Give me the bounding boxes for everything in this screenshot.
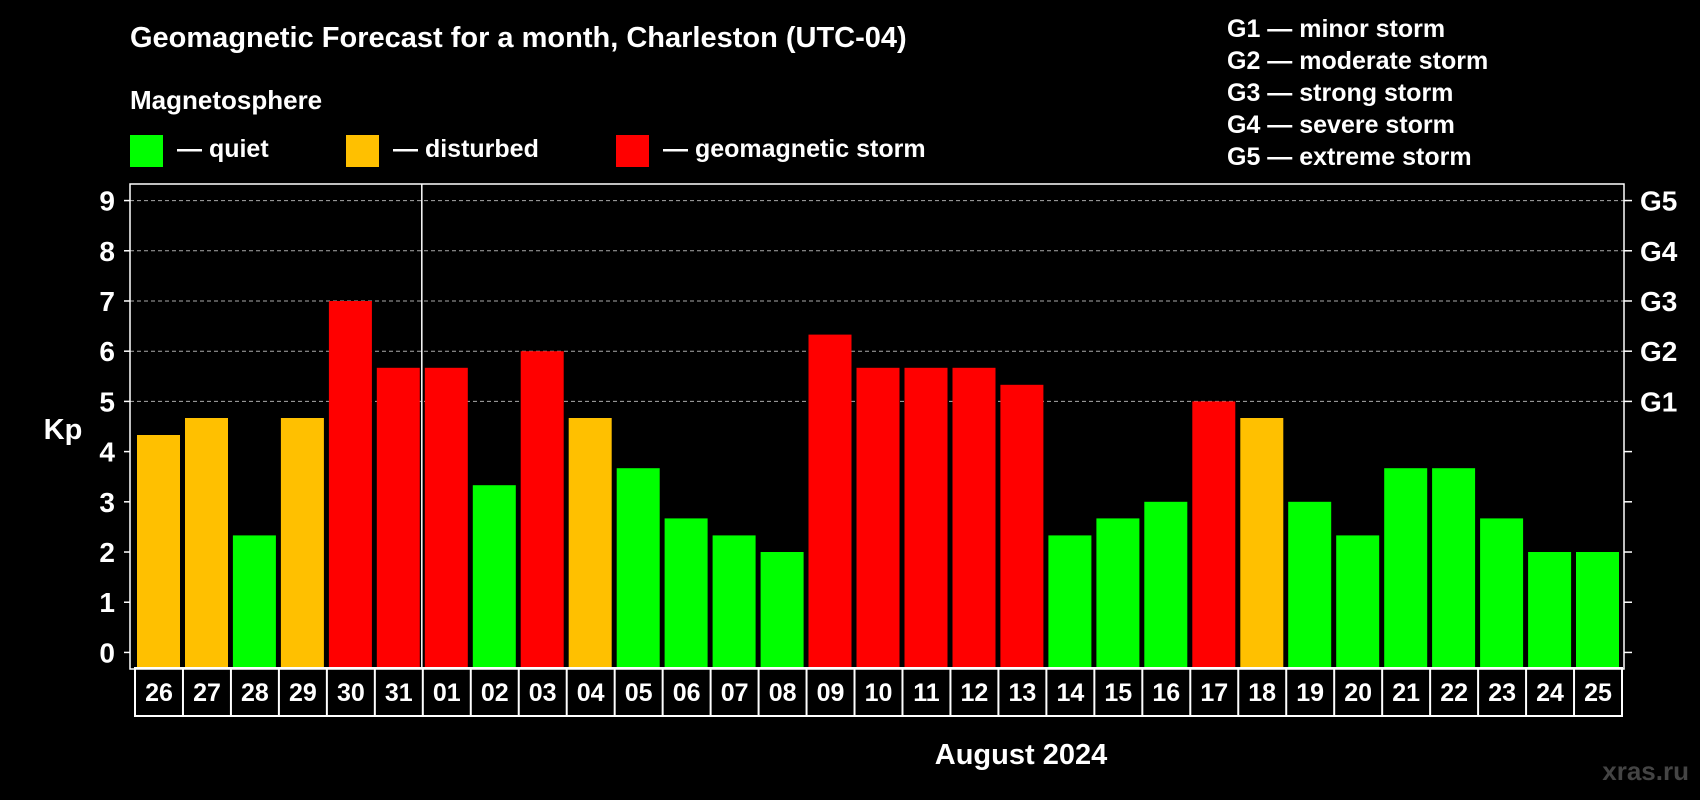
bar-16	[904, 367, 948, 669]
bar-18	[1000, 384, 1044, 669]
x-tick-label-7: 02	[481, 679, 509, 707]
x-tick-label-15: 10	[865, 679, 893, 707]
y-tick-label-7: 7	[99, 286, 115, 317]
bar-12	[712, 535, 756, 669]
right-axis-label-g5: G5	[1640, 186, 1677, 217]
bar-8	[520, 351, 564, 669]
legend-label-storm: — geomagnetic storm	[663, 135, 926, 163]
right-axis-label-g3: G3	[1640, 286, 1677, 317]
x-tick-label-16: 11	[913, 679, 940, 707]
x-tick-label-19: 14	[1056, 679, 1084, 707]
x-tick-label-2: 28	[241, 679, 269, 707]
x-tick-label-30: 25	[1584, 679, 1612, 707]
x-tick-label-10: 05	[625, 679, 653, 707]
bar-19	[1048, 535, 1092, 669]
legend-label-quiet: — quiet	[177, 135, 269, 163]
legend-label-disturbed: — disturbed	[393, 135, 539, 163]
y-tick-label-2: 2	[99, 537, 115, 568]
bar-9	[568, 418, 612, 669]
y-tick-label-9: 9	[99, 186, 115, 217]
right-axis-label-g2: G2	[1640, 336, 1677, 367]
x-tick-label-28: 23	[1488, 679, 1516, 707]
bar-25	[1336, 535, 1380, 669]
x-tick-label-0: 26	[145, 679, 173, 707]
y-axis-label: Kp	[44, 414, 83, 446]
chart-title: Geomagnetic Forecast for a month, Charle…	[130, 22, 907, 54]
x-tick-label-24: 19	[1296, 679, 1324, 707]
bar-24	[1288, 501, 1332, 669]
y-tick-label-0: 0	[99, 637, 115, 668]
y-tick-label-3: 3	[99, 487, 115, 518]
right-axis-label-g4: G4	[1640, 236, 1678, 267]
x-tick-label-9: 04	[577, 679, 605, 707]
y-tick-label-6: 6	[99, 336, 115, 367]
storm-scale-legend: G1 — minor storm G2 — moderate storm G3 — …	[1227, 15, 1488, 171]
bar-6	[424, 367, 468, 669]
x-tick-label-23: 18	[1248, 679, 1276, 707]
y-tick-label-8: 8	[99, 236, 115, 267]
x-tick-label-1: 27	[193, 679, 221, 707]
bar-23	[1240, 418, 1284, 669]
storm-scale-item-5: G5 — extreme storm	[1227, 143, 1472, 171]
legend-title: Magnetosphere	[130, 85, 322, 115]
x-tick-label-14: 09	[817, 679, 845, 707]
y-tick-label-5: 5	[99, 386, 115, 417]
storm-scale-item-1: G1 — minor storm	[1227, 15, 1445, 43]
bar-7	[472, 485, 516, 669]
bar-21	[1144, 501, 1188, 669]
y-tick-label-4: 4	[99, 437, 115, 468]
bar-4	[328, 301, 372, 669]
storm-scale-item-4: G4 — severe storm	[1227, 111, 1455, 139]
x-tick-label-6: 01	[433, 679, 461, 707]
x-tick-label-22: 17	[1200, 679, 1228, 707]
x-tick-label-17: 12	[960, 679, 988, 707]
storm-scale-item-3: G3 — strong storm	[1227, 79, 1453, 107]
storm-scale-item-2: G2 — moderate storm	[1227, 47, 1488, 75]
x-tick-label-8: 03	[529, 679, 557, 707]
x-tick-label-25: 20	[1344, 679, 1372, 707]
x-tick-label-4: 30	[337, 679, 365, 707]
bar-0	[137, 435, 180, 669]
bar-1	[185, 418, 228, 669]
bar-11	[664, 518, 708, 669]
x-tick-label-12: 07	[721, 679, 749, 707]
bar-5	[376, 367, 420, 669]
legend: — quiet — disturbed — geomagnetic storm	[130, 135, 926, 167]
bar-10	[616, 468, 660, 669]
x-tick-label-13: 08	[769, 679, 797, 707]
bar-29	[1528, 552, 1572, 669]
bar-30	[1576, 552, 1619, 669]
bar-17	[952, 367, 996, 669]
x-tick-label-20: 15	[1104, 679, 1132, 707]
x-tick-label-3: 29	[289, 679, 317, 707]
bar-26	[1384, 468, 1428, 669]
x-tick-label-26: 21	[1392, 679, 1420, 707]
x-tick-label-11: 06	[673, 679, 701, 707]
bar-14	[808, 334, 852, 669]
bar-20	[1096, 518, 1140, 669]
x-tick-label-29: 24	[1536, 679, 1564, 707]
x-tick-label-27: 22	[1440, 679, 1468, 707]
bar-22	[1192, 401, 1236, 669]
x-axis-label: August 2024	[935, 739, 1107, 771]
date-label-grid	[134, 667, 1623, 717]
legend-swatch-quiet	[130, 135, 163, 167]
x-tick-label-5: 31	[385, 679, 413, 707]
legend-swatch-storm	[616, 135, 649, 167]
watermark: xras.ru	[1602, 756, 1689, 786]
bar-27	[1432, 468, 1476, 669]
bar-2	[232, 535, 276, 669]
x-tick-label-18: 13	[1008, 679, 1036, 707]
x-tick-label-21: 16	[1152, 679, 1180, 707]
right-axis-label-g1: G1	[1640, 386, 1677, 417]
legend-swatch-disturbed	[346, 135, 379, 167]
bar-3	[280, 418, 324, 669]
y-tick-label-1: 1	[99, 587, 115, 618]
bar-13	[760, 552, 804, 669]
bar-15	[856, 367, 900, 669]
bar-28	[1480, 518, 1524, 669]
